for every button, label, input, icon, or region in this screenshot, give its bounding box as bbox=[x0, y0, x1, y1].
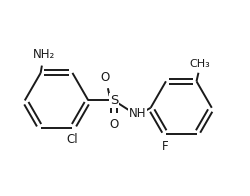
Text: NH₂: NH₂ bbox=[32, 48, 55, 61]
Text: NH: NH bbox=[128, 107, 146, 120]
Text: Cl: Cl bbox=[67, 133, 78, 146]
Text: O: O bbox=[101, 71, 110, 84]
Text: S: S bbox=[110, 94, 118, 107]
Text: O: O bbox=[110, 118, 119, 131]
Text: F: F bbox=[162, 140, 168, 153]
Text: CH₃: CH₃ bbox=[189, 59, 210, 69]
